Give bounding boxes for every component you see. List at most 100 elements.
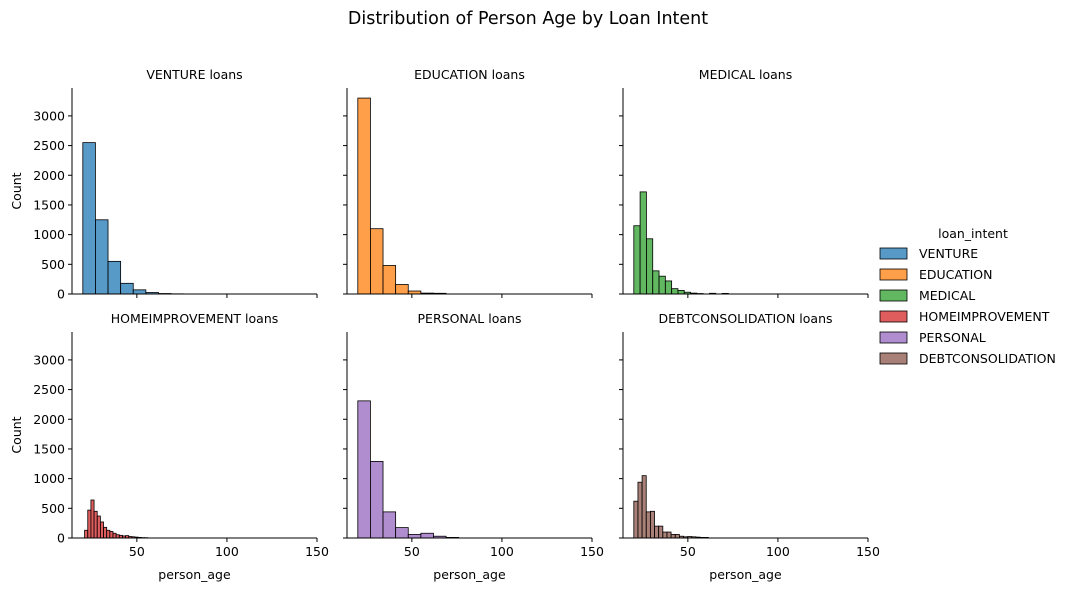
y-tick-label: 2000: [33, 412, 65, 427]
y-axis-label: Count: [9, 416, 24, 453]
x-axis-label: person_age: [709, 567, 782, 582]
histogram-bar: [646, 238, 654, 295]
panel-title: DEBTCONSOLIDATION loans: [658, 311, 832, 326]
histogram-bar: [641, 475, 647, 539]
y-axis-label: Count: [9, 172, 24, 209]
legend-item-education: EDUCATION: [879, 267, 993, 282]
x-tick-label: 100: [215, 544, 239, 559]
x-tick-label: 50: [680, 544, 696, 559]
y-tick-label: 500: [41, 501, 65, 516]
y-tick-label: 1500: [33, 197, 65, 212]
histogram-bar: [671, 288, 679, 295]
legend-item-venture: VENTURE: [879, 246, 978, 261]
y-tick-label: 2500: [33, 138, 65, 153]
legend-item-personal: PERSONAL: [879, 330, 986, 345]
histogram-bar: [420, 532, 434, 539]
y-tick-label: 3000: [33, 352, 65, 367]
histogram-bar: [395, 527, 409, 539]
legend-swatch: [879, 268, 908, 281]
histogram-bar: [370, 461, 384, 539]
facet-panels: VENTURE loans050010001500200025003000Cou…: [9, 67, 880, 582]
x-tick-label: 150: [580, 544, 604, 559]
histogram-bar: [99, 521, 104, 539]
histogram-bar: [670, 534, 676, 539]
y-tick-label: 0: [57, 531, 65, 546]
panel-homeimprovement-loans: HOMEIMPROVEMENT loans 0 500 1000 1500 2000 250…: [9, 311, 329, 582]
legend-swatch: [879, 289, 908, 302]
histogram-bar: [664, 280, 673, 295]
legend-swatch: [879, 310, 908, 323]
x-axis-label: person_age: [433, 567, 506, 582]
legend-title: loan_intent: [938, 226, 1008, 241]
legend-label: EDUCATION: [919, 267, 993, 282]
panel-personal-loans: PERSONAL loans 50 100 150 person_age: [343, 311, 604, 582]
legend: loan_intent VENTURE EDUCATION MEDICAL HOMEIM…: [879, 226, 1056, 366]
histogram-bar: [674, 534, 680, 539]
histogram-bar: [109, 531, 114, 539]
y-tick-label: 500: [41, 257, 65, 272]
panel-medical-loans: MEDICAL loans: [619, 67, 869, 298]
panel-title: VENTURE loans: [146, 67, 242, 82]
x-tick-label: 150: [856, 544, 880, 559]
panel-title: HOMEIMPROVEMENT loans: [111, 311, 279, 326]
legend-swatch: [879, 247, 908, 260]
y-tick-label: 0: [57, 287, 65, 302]
panel-title: PERSONAL loans: [418, 311, 522, 326]
histogram-bar: [639, 191, 647, 295]
histogram-bar: [658, 275, 666, 295]
y-tick-label: 1000: [33, 227, 65, 242]
x-tick-label: 100: [766, 544, 790, 559]
x-axis-label: person_age: [158, 567, 231, 582]
panel-education-loans: EDUCATION loans: [343, 67, 593, 298]
histogram-bar: [103, 526, 108, 539]
histogram-bar: [107, 260, 122, 295]
y-tick-label: 2500: [33, 382, 65, 397]
legend-swatch: [879, 331, 908, 344]
histogram-bar: [654, 525, 660, 539]
histogram-bar: [357, 97, 371, 295]
legend-label: DEBTCONSOLIDATION: [919, 351, 1056, 366]
histogram-bar: [357, 400, 371, 539]
histogram-bar: [633, 500, 639, 539]
histogram-bar: [645, 511, 651, 539]
x-tick-label: 50: [404, 544, 420, 559]
legend-swatch: [879, 352, 908, 365]
histogram-bar: [382, 265, 397, 295]
legend-label: HOMEIMPROVEMENT: [919, 309, 1050, 324]
histogram-bar: [93, 510, 98, 539]
y-tick-label: 1500: [33, 441, 65, 456]
legend-label: MEDICAL: [919, 288, 975, 303]
histogram-bar: [120, 282, 134, 295]
histogram-bar: [382, 511, 397, 539]
legend-item-homeimprovement: HOMEIMPROVEMENT: [879, 309, 1050, 324]
panel-title: MEDICAL loans: [699, 67, 792, 82]
histogram-bar: [95, 219, 109, 295]
x-tick-label: 100: [490, 544, 514, 559]
histogram-bar: [84, 529, 89, 539]
histogram-bar: [666, 531, 672, 539]
histogram-bar: [637, 481, 643, 539]
histogram-bar: [90, 499, 95, 539]
histogram-bar: [658, 525, 664, 539]
x-tick-label: 50: [129, 544, 145, 559]
histogram-bar: [395, 284, 409, 295]
histogram-bar: [652, 270, 660, 295]
y-tick-label: 1000: [33, 471, 65, 486]
panel-venture-loans: VENTURE loans 0 500 1000 1500 2000 2500 3000 Cou…: [9, 67, 318, 302]
panel-debtconsolidation-loans: DEBTCONSOLIDATION loans 50 100 150 person_ag…: [619, 311, 880, 582]
y-tick-label: 3000: [33, 108, 65, 123]
panel-title: EDUCATION loans: [414, 67, 525, 82]
histogram-bar: [106, 529, 111, 539]
histogram-bar: [112, 532, 117, 539]
histogram-bar: [677, 290, 685, 295]
legend-item-debtconsolidation: DEBTCONSOLIDATION: [879, 351, 1056, 366]
legend-item-medical: MEDICAL: [879, 288, 975, 303]
legend-label: PERSONAL: [919, 330, 986, 345]
histogram-bar: [662, 531, 668, 539]
x-tick-label: 150: [305, 544, 329, 559]
histogram-bar: [82, 142, 96, 295]
histogram-bar: [633, 225, 641, 295]
histogram-bar: [96, 515, 101, 539]
y-tick-label: 2000: [33, 168, 65, 183]
